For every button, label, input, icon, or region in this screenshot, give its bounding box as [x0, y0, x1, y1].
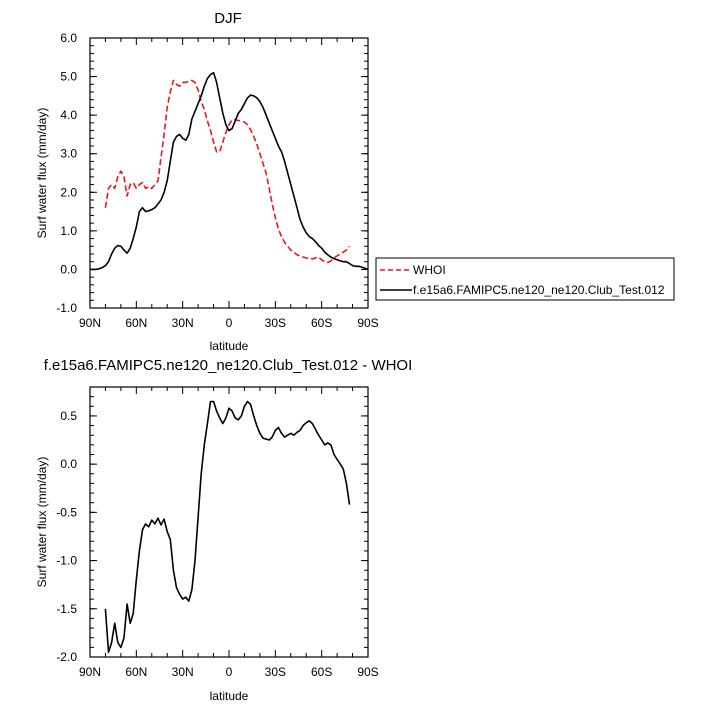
- legend: WHOI f.e15a6.FAMIPC5.ne120_ne120.Club_Te…: [375, 257, 675, 301]
- bot-x-tick-label: 0: [226, 665, 233, 679]
- top-x-tick-label: 90N: [79, 316, 101, 330]
- bot-y-tick-label: -1.0: [56, 554, 77, 568]
- bot-y-tick-label: 0.5: [60, 409, 77, 423]
- legend-label-model: f.e15a6.FAMIPC5.ne120_ne120.Club_Test.01…: [413, 283, 665, 297]
- bot-y-tick-label: 0.0: [60, 457, 77, 471]
- top-x-tick-label: 60S: [311, 316, 332, 330]
- legend-label-whoi: WHOI: [413, 263, 446, 277]
- top-chart-title: DJF: [214, 10, 242, 27]
- top-y-tick-label: 1.0: [60, 224, 77, 238]
- top-x-axis-label: latitude: [210, 339, 249, 353]
- top-y-tick-label: 3.0: [60, 147, 77, 161]
- top-y-tick-label: 4.0: [60, 108, 77, 122]
- bottom-chart-title: f.e15a6.FAMIPC5.ne120_ne120.Club_Test.01…: [44, 357, 413, 374]
- bottom-x-axis-label: latitude: [210, 689, 249, 703]
- top-x-tick-label: 30N: [172, 316, 194, 330]
- top-series-line-1: [90, 71, 369, 271]
- top-y-tick-label: -1.0: [56, 301, 77, 315]
- top-x-tick-label: 90S: [357, 316, 378, 330]
- top-y-tick-label: 5.0: [60, 70, 77, 84]
- top-y-tick-label: 2.0: [60, 185, 77, 199]
- bot-y-tick-label: -0.5: [56, 505, 77, 519]
- bot-x-tick-label: 90S: [357, 665, 378, 679]
- top-plot-frame: [89, 37, 369, 309]
- legend-box: [375, 257, 675, 301]
- bot-y-tick-label: -1.5: [56, 602, 77, 616]
- bot-x-tick-label: 30S: [265, 665, 286, 679]
- bot-series-line-0: [104, 400, 351, 654]
- top-y-tick-label: 6.0: [60, 31, 77, 45]
- bot-x-tick-label: 90N: [79, 665, 101, 679]
- top-x-tick-label: 60N: [125, 316, 147, 330]
- bot-y-tick-label: -2.0: [56, 650, 77, 664]
- bot-x-tick-label: 60S: [311, 665, 332, 679]
- top-y-axis-label: Surf water flux (mm/day): [35, 108, 49, 239]
- bottom-y-axis-label: Surf water flux (mm/day): [35, 457, 49, 588]
- top-chart: DJF 90N 60N 30N 0 30S 60S 90S -1.0 0.0 1.0 2.0 3.0…: [35, 10, 675, 353]
- bottom-chart: f.e15a6.FAMIPC5.ne120_ne120.Club_Test.01…: [35, 357, 412, 703]
- top-y-tick-label: 0.0: [60, 262, 77, 276]
- top-series-line-0: [104, 79, 351, 264]
- bot-x-tick-label: 60N: [125, 665, 147, 679]
- top-x-tick-label: 0: [226, 316, 233, 330]
- bot-x-tick-label: 30N: [172, 665, 194, 679]
- top-x-tick-label: 30S: [265, 316, 286, 330]
